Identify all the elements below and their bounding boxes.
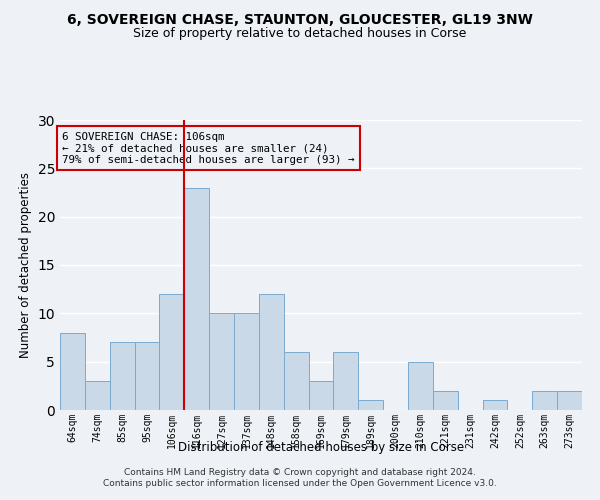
Text: Contains HM Land Registry data © Crown copyright and database right 2024.
Contai: Contains HM Land Registry data © Crown c… — [103, 468, 497, 487]
Text: 6 SOVEREIGN CHASE: 106sqm
← 21% of detached houses are smaller (24)
79% of semi-: 6 SOVEREIGN CHASE: 106sqm ← 21% of detac… — [62, 132, 355, 165]
Bar — [60, 332, 85, 410]
Text: Size of property relative to detached houses in Corse: Size of property relative to detached ho… — [133, 28, 467, 40]
Bar — [160, 294, 184, 410]
Y-axis label: Number of detached properties: Number of detached properties — [19, 172, 32, 358]
Text: Distribution of detached houses by size in Corse: Distribution of detached houses by size … — [178, 441, 464, 454]
Bar — [110, 342, 134, 410]
Bar — [433, 390, 458, 410]
Bar — [334, 352, 358, 410]
Bar — [184, 188, 209, 410]
Bar — [557, 390, 582, 410]
Bar — [85, 381, 110, 410]
Bar — [259, 294, 284, 410]
Bar — [532, 390, 557, 410]
Bar — [482, 400, 508, 410]
Bar — [408, 362, 433, 410]
Bar — [234, 314, 259, 410]
Bar — [308, 381, 334, 410]
Bar — [209, 314, 234, 410]
Bar — [134, 342, 160, 410]
Bar — [284, 352, 308, 410]
Bar — [358, 400, 383, 410]
Text: 6, SOVEREIGN CHASE, STAUNTON, GLOUCESTER, GL19 3NW: 6, SOVEREIGN CHASE, STAUNTON, GLOUCESTER… — [67, 12, 533, 26]
